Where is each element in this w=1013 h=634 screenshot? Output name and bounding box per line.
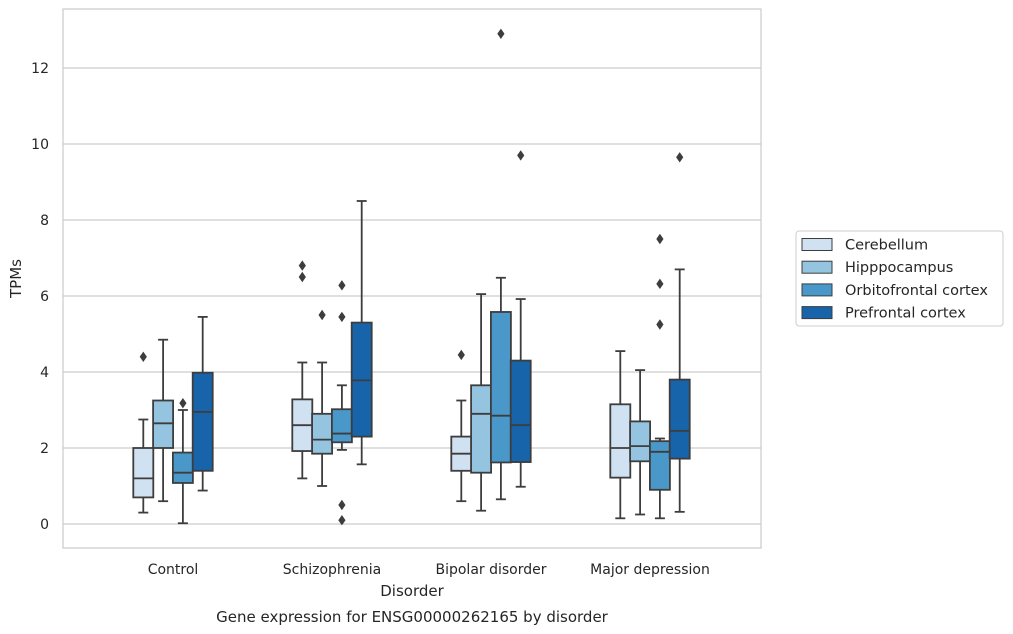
y-tick-label: 4	[40, 365, 49, 381]
y-tick-label: 2	[40, 441, 49, 457]
outlier-point	[338, 280, 346, 291]
legend-frame	[795, 230, 1004, 327]
box-iqr	[470, 384, 493, 474]
outlier-point	[338, 311, 346, 323]
legend-label: Hipppocampus	[845, 260, 953, 276]
y-tick-label: 10	[31, 137, 49, 153]
box-iqr	[609, 403, 632, 479]
outlier-point	[338, 499, 346, 511]
box-3-3	[668, 152, 691, 513]
box-iqr	[132, 447, 155, 499]
legend-swatch	[801, 260, 833, 274]
y-tick-label: 0	[40, 517, 49, 533]
box-iqr	[489, 311, 512, 464]
plot-frame	[62, 8, 762, 549]
outlier-point	[457, 349, 465, 361]
outlier-point	[656, 233, 664, 245]
box-1-1	[311, 309, 334, 487]
x-tick-label: Bipolar disorder	[435, 562, 546, 578]
legend-label: Cerebellum	[845, 238, 928, 254]
x-axis-label: Disorder	[380, 582, 444, 600]
legend-swatch	[801, 283, 833, 297]
x-tick-label: Major depression	[590, 562, 710, 578]
legend-label: Orbitofrontal cortex	[845, 283, 988, 299]
legend-swatch	[801, 306, 833, 320]
box-iqr	[649, 440, 671, 491]
outlier-point	[338, 515, 346, 526]
box-3-0	[191, 315, 214, 492]
outlier-point	[298, 271, 306, 283]
outlier-point	[318, 309, 326, 321]
box-1-3	[629, 369, 651, 516]
box-1-0	[152, 338, 175, 503]
box-iqr	[629, 420, 651, 463]
box-0-0	[132, 351, 155, 514]
box-1-2	[470, 293, 493, 512]
box-group	[132, 28, 691, 526]
y-axis-label: TPMs	[7, 259, 25, 299]
outlier-point	[656, 278, 664, 290]
y-tick-label: 12	[31, 61, 49, 77]
x-tick-labels: Control Schizophrenia Bipolar disorder Majo…	[148, 562, 710, 578]
x-tick-label: Control	[148, 562, 199, 578]
outlier-point	[656, 319, 664, 330]
outlier-point	[139, 351, 147, 362]
box-3-1	[350, 200, 373, 466]
outlier-point	[497, 28, 505, 39]
box-iqr	[191, 371, 214, 472]
box-iqr	[330, 408, 353, 444]
outlier-point	[179, 397, 187, 409]
box-2-3	[649, 233, 671, 520]
box-3-2	[509, 150, 532, 488]
box-iqr	[311, 412, 334, 455]
y-tick-label: 8	[40, 213, 49, 229]
box-iqr	[668, 378, 691, 460]
outlier-point	[298, 260, 306, 271]
legend: Cerebellum Hipppocampus Orbitofrontal cort…	[795, 230, 1004, 327]
box-0-2	[450, 349, 473, 503]
y-tick-label: 6	[40, 289, 49, 305]
box-iqr	[171, 451, 194, 484]
y-tick-labels: 0 2 4 6 8 10 12	[31, 61, 49, 533]
box-2-0	[171, 397, 194, 525]
outlier-point	[517, 150, 525, 161]
box-iqr	[152, 399, 175, 449]
x-tick-label: Schizophrenia	[283, 562, 381, 578]
box-iqr	[509, 359, 532, 463]
legend-label: Prefrontal cortex	[845, 306, 966, 322]
chart-title: Gene expression for ENSG00000262165 by d…	[216, 608, 609, 626]
legend-swatch	[801, 238, 833, 251]
box-0-1	[291, 260, 314, 480]
outlier-point	[676, 152, 684, 163]
